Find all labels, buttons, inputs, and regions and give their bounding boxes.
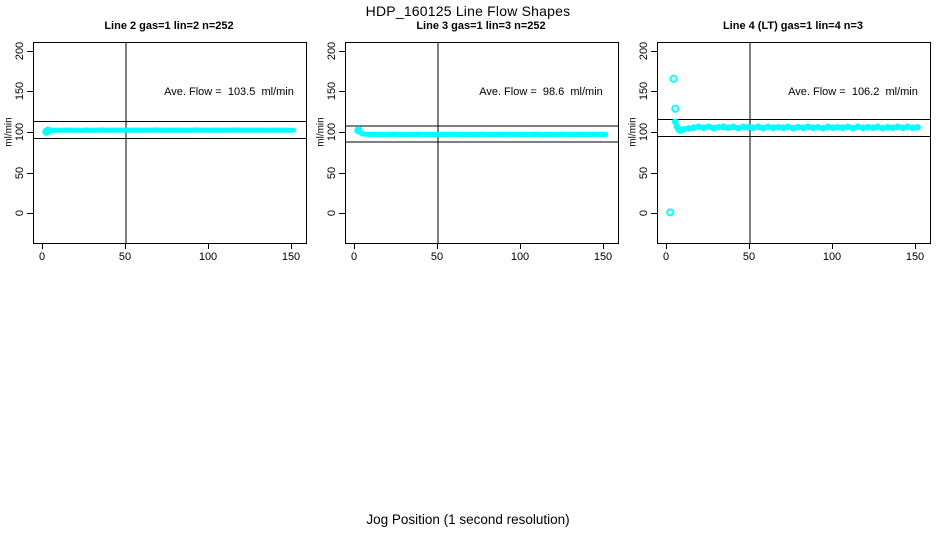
y-axis-title-line4: ml/min <box>627 117 639 147</box>
ave-flow-annotation-line2: Ave. Flow = 103.5 ml/min <box>164 86 294 98</box>
y-tick <box>651 213 657 214</box>
x-tick-label: 0 <box>38 251 46 263</box>
x-tick-label: 100 <box>198 251 218 263</box>
plot-area-line2: Ave. Flow = 103.5 ml/min <box>33 42 307 244</box>
plot-area-line3: Ave. Flow = 98.6 ml/min <box>345 42 619 244</box>
x-tick-label: 150 <box>593 251 613 263</box>
panel-title-line4: Line 4 (LT) gas=1 lin=4 n=3 <box>722 20 864 32</box>
y-tick <box>27 51 33 52</box>
x-tick-label: 150 <box>281 251 301 263</box>
ave-flow-annotation-line3: Ave. Flow = 98.6 ml/min <box>479 86 603 98</box>
y-tick-label: 150 <box>14 81 26 101</box>
x-tick <box>208 243 209 249</box>
scatter-plot-line3 <box>346 43 618 243</box>
y-tick <box>27 173 33 174</box>
y-tick-label: 0 <box>326 209 338 217</box>
scatter-plot-line4 <box>658 43 930 243</box>
x-tick-label: 0 <box>350 251 358 263</box>
x-tick-label: 50 <box>118 251 132 263</box>
y-tick <box>27 91 33 92</box>
x-tick <box>915 243 916 249</box>
y-tick <box>339 51 345 52</box>
x-axis-label: Jog Position (1 second resolution) <box>366 512 570 527</box>
y-axis-title-line3: ml/min <box>315 117 327 147</box>
y-tick-label: 200 <box>14 41 26 61</box>
x-tick-label: 100 <box>510 251 530 263</box>
y-tick <box>339 132 345 133</box>
y-tick <box>651 51 657 52</box>
y-tick <box>651 91 657 92</box>
y-tick-label: 200 <box>638 41 650 61</box>
y-tick <box>339 173 345 174</box>
y-tick <box>27 213 33 214</box>
panel-title-line2: Line 2 gas=1 lin=2 n=252 <box>104 20 234 32</box>
y-tick-label: 100 <box>14 122 26 142</box>
x-tick-label: 100 <box>822 251 842 263</box>
y-tick-label: 0 <box>638 209 650 217</box>
x-tick <box>832 243 833 249</box>
y-tick <box>339 91 345 92</box>
y-tick-label: 100 <box>326 122 338 142</box>
scatter-plot-line2 <box>34 43 306 243</box>
x-tick <box>42 243 43 249</box>
x-tick <box>520 243 521 249</box>
y-tick <box>27 132 33 133</box>
y-tick-label: 0 <box>14 209 26 217</box>
x-tick <box>666 243 667 249</box>
figure-title: HDP_160125 Line Flow Shapes <box>365 3 571 19</box>
x-tick <box>603 243 604 249</box>
y-tick-label: 50 <box>326 166 338 180</box>
x-tick-label: 0 <box>662 251 670 263</box>
y-axis-title-line2: ml/min <box>3 117 15 147</box>
plot-area-line4: Ave. Flow = 106.2 ml/min <box>657 42 931 244</box>
x-tick-label: 50 <box>430 251 444 263</box>
ave-flow-annotation-line4: Ave. Flow = 106.2 ml/min <box>788 86 918 98</box>
x-tick-label: 50 <box>742 251 756 263</box>
panel-title-line3: Line 3 gas=1 lin=3 n=252 <box>416 20 546 32</box>
y-tick-label: 200 <box>326 41 338 61</box>
y-tick-label: 150 <box>638 81 650 101</box>
y-tick-label: 50 <box>638 166 650 180</box>
y-tick <box>651 173 657 174</box>
x-tick-label: 150 <box>905 251 925 263</box>
y-tick-label: 150 <box>326 81 338 101</box>
y-tick <box>339 213 345 214</box>
y-tick-label: 100 <box>638 122 650 142</box>
x-tick <box>437 243 438 249</box>
x-tick <box>125 243 126 249</box>
y-tick <box>651 132 657 133</box>
y-tick-label: 50 <box>14 166 26 180</box>
x-tick <box>354 243 355 249</box>
x-tick <box>291 243 292 249</box>
x-tick <box>749 243 750 249</box>
